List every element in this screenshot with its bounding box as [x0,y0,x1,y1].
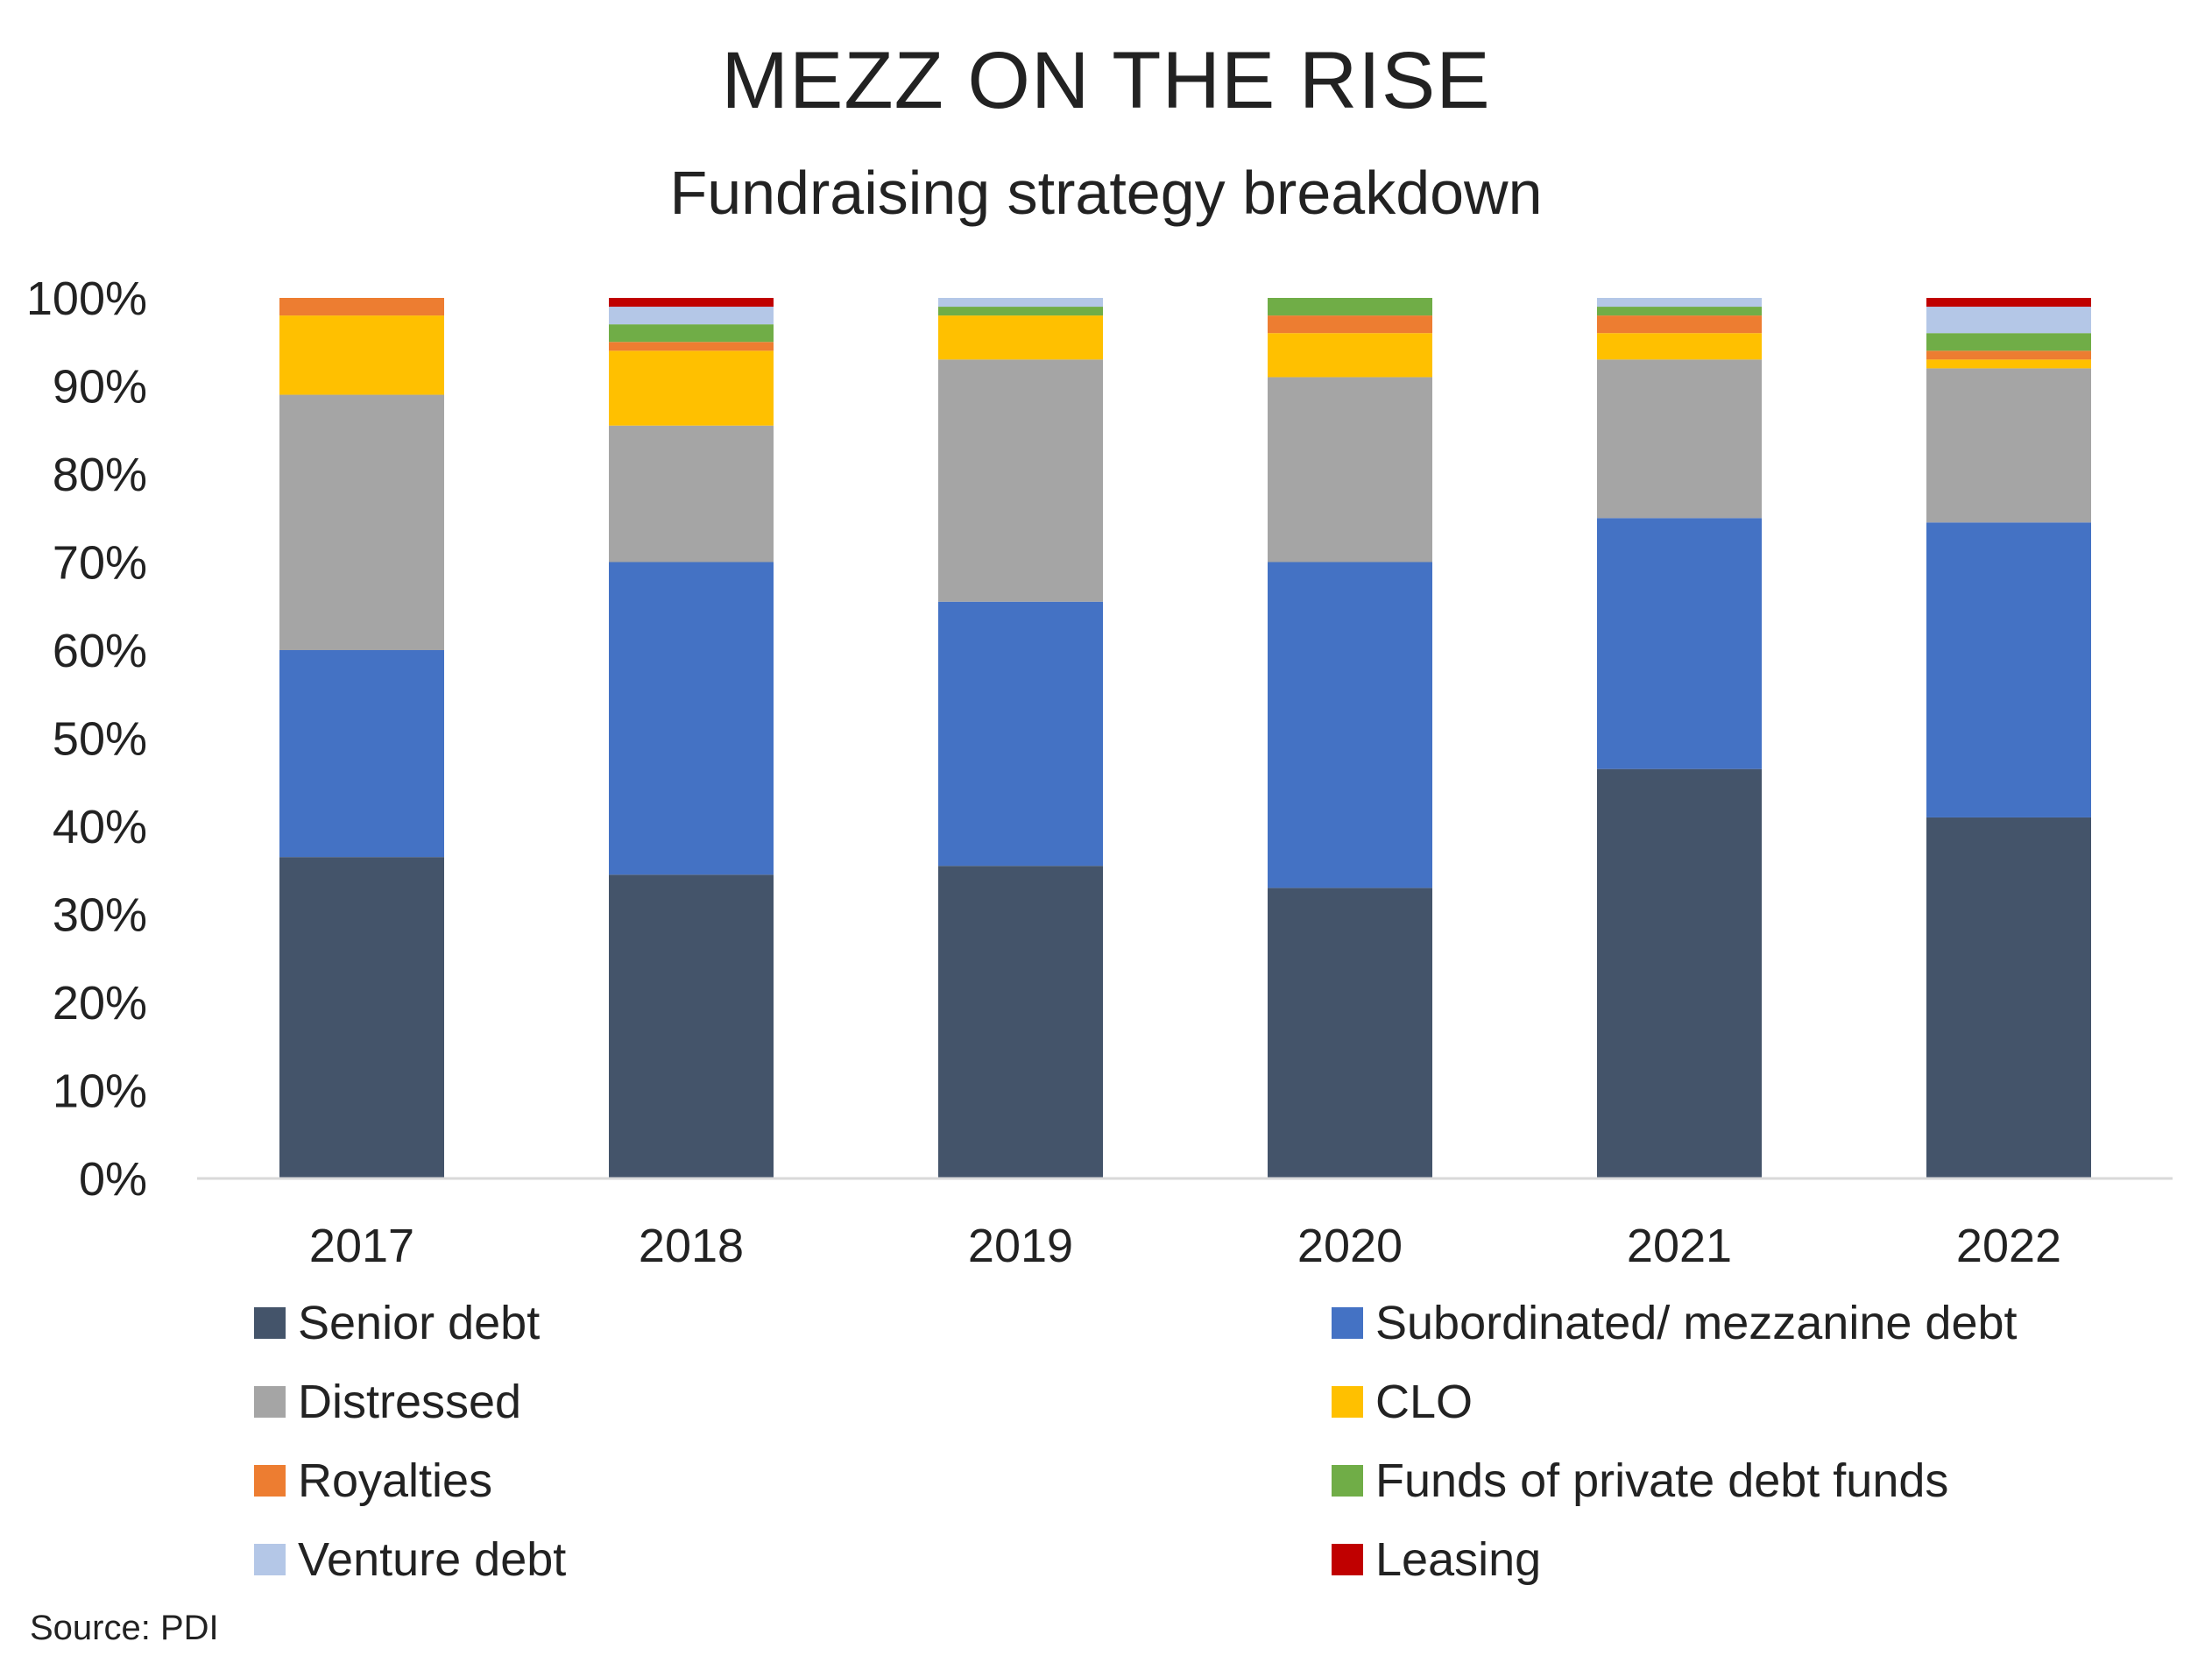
legend-swatch [254,1386,286,1418]
bar-stack-2019 [938,298,1103,1178]
bar-segment [609,342,774,351]
legend-label: Distressed [298,1376,522,1428]
bar-segment [1926,350,2091,360]
bar-segment [938,866,1103,1178]
bar-stacks [279,298,2091,1178]
bar-segment [609,307,774,325]
bar-segment [609,425,774,563]
y-tick-label: 10% [53,1065,147,1118]
bar-segment [1926,333,2091,351]
x-tick-label: 2017 [309,1220,414,1272]
x-tick-label: 2019 [968,1220,1073,1272]
legend: Senior debt Subordinated/ mezzanine debt D… [0,1288,2212,1612]
bar-stack-2022 [1926,298,2091,1178]
bar-segment [1926,522,2091,817]
x-axis-labels: 2017 2018 2019 2020 2021 2022 [309,1220,2061,1272]
bar-segment [609,562,774,875]
bar-segment [1926,359,2091,369]
bar-segment [279,650,444,858]
bar-segment [938,298,1103,308]
y-tick-label: 90% [53,361,147,414]
bar-stack-2017 [279,298,444,1178]
legend-label: Senior debt [298,1297,541,1349]
bar-segment [1926,307,2091,334]
bar-segment [609,350,774,426]
chart-subtitle: Fundraising strategy breakdown [669,159,1543,227]
bar-segment [1268,888,1432,1178]
bar-segment [279,315,444,395]
legend-item: Royalties [254,1446,492,1516]
bar-segment [1926,298,2091,308]
y-tick-label: 60% [53,625,147,677]
y-tick-label: 30% [53,889,147,942]
legend-label: Funds of private debt funds [1375,1454,1949,1507]
y-tick-label: 100% [26,272,147,325]
bar-segment [1926,817,2091,1178]
bar-stack-2018 [609,298,774,1178]
stacked-bar-chart: 0%10%20%30%40%50%60%70%80%90%100% 2017 20… [26,272,2173,1272]
legend-label: CLO [1375,1376,1473,1428]
bar-segment [1268,333,1432,378]
legend-item: Funds of private debt funds [1332,1446,1948,1516]
x-tick-label: 2020 [1297,1220,1403,1272]
bar-segment [1597,359,1762,519]
legend-item: Distressed [254,1367,521,1437]
bar-segment [1597,298,1762,308]
x-tick-label: 2021 [1627,1220,1732,1272]
y-tick-label: 80% [53,449,147,501]
legend-label: Leasing [1375,1533,1542,1586]
bar-segment [609,324,774,343]
y-axis-ticks: 0% 10% 20% 30% 40% 50% 60% 70% 80% 90% 100% [26,272,147,1206]
legend-label: Royalties [298,1454,493,1507]
bar-segment [1268,298,1432,316]
bar-segment [1597,768,1762,1178]
bar-segment [1268,562,1432,888]
bar-segment [1597,333,1762,360]
bar-segment [938,601,1103,867]
legend-swatch [1332,1465,1363,1497]
bar-segment [938,315,1103,360]
legend-swatch [1332,1386,1363,1418]
y-tick-label: 20% [53,977,147,1030]
legend-swatch [254,1307,286,1339]
bar-segment [1597,307,1762,316]
source-note: Source: PDI [30,1609,219,1647]
legend-swatch [254,1465,286,1497]
legend-item: Leasing [1332,1525,1541,1595]
legend-label: Subordinated/ mezzanine debt [1375,1297,2018,1349]
legend-item: Senior debt [254,1288,540,1358]
legend-item: CLO [1332,1367,1473,1437]
y-tick-label: 70% [53,537,147,590]
y-tick-label: 0% [79,1153,147,1206]
bar-segment [279,394,444,650]
bar-segment [279,298,444,316]
legend-item: Subordinated/ mezzanine debt [1332,1288,2018,1358]
y-tick-label: 50% [53,713,147,766]
legend-item: Venture debt [254,1525,566,1595]
y-tick-label: 40% [53,801,147,853]
bar-segment [1926,368,2091,523]
chart-title: MEZZ ON THE RISE [721,36,1491,125]
legend-swatch [254,1544,286,1575]
legend-label: Venture debt [298,1533,567,1586]
x-tick-label: 2018 [639,1220,744,1272]
bar-segment [609,298,774,308]
bar-segment [609,874,774,1178]
bar-segment [1268,315,1432,334]
bar-segment [1597,315,1762,334]
legend-swatch [1332,1544,1363,1575]
bar-stack-2021 [1597,298,1762,1178]
bar-stack-2020 [1268,298,1432,1178]
legend-swatch [1332,1307,1363,1339]
bar-segment [1268,377,1432,563]
bar-segment [938,359,1103,602]
x-tick-label: 2022 [1956,1220,2061,1272]
bar-segment [938,307,1103,316]
bar-segment [279,857,444,1178]
bar-segment [1597,518,1762,769]
